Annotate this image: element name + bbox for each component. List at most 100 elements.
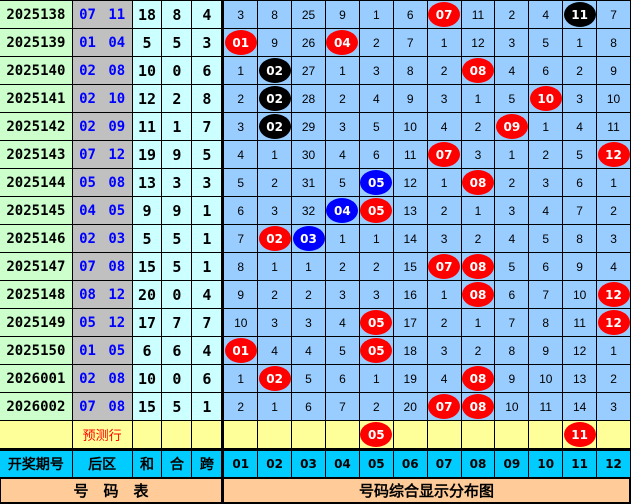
he-cell: 9 bbox=[162, 141, 192, 168]
number-cell: 18 bbox=[393, 337, 427, 364]
rear-zone-cell: 07 08 bbox=[72, 393, 132, 420]
number-cell: 6 bbox=[224, 197, 258, 224]
number-cell: 6 bbox=[292, 393, 325, 420]
ball-red: 12 bbox=[597, 310, 630, 335]
divider bbox=[222, 113, 225, 141]
number-cell: 01 bbox=[224, 337, 258, 364]
period-cell: 2025148 bbox=[0, 281, 72, 308]
period-cell bbox=[0, 421, 72, 448]
number-cell bbox=[393, 421, 427, 448]
header-number: 04 bbox=[325, 451, 359, 477]
number-cell: 12 bbox=[597, 309, 630, 336]
period-cell: 2025141 bbox=[0, 85, 72, 112]
he-cell: 0 bbox=[162, 57, 192, 84]
ball-red: 11 bbox=[563, 422, 596, 447]
number-cell: 08 bbox=[461, 253, 495, 280]
ball-red: 08 bbox=[461, 58, 494, 83]
he-cell: 5 bbox=[162, 29, 192, 56]
number-cell: 1 bbox=[427, 281, 461, 308]
span-cell: 6 bbox=[192, 365, 222, 392]
number-cell: 12 bbox=[461, 29, 495, 56]
number-cell: 2 bbox=[325, 253, 359, 280]
sum-cell: 20 bbox=[132, 281, 162, 308]
rear-zone-cell: 05 12 bbox=[72, 309, 132, 336]
rear-zone-cell: 01 04 bbox=[72, 29, 132, 56]
number-cell: 4 bbox=[597, 253, 630, 280]
number-cell: 12 bbox=[393, 169, 427, 196]
sum-cell bbox=[132, 421, 162, 448]
header-number: 05 bbox=[359, 451, 393, 477]
span-cell: 1 bbox=[192, 393, 222, 420]
number-cell: 13 bbox=[393, 197, 427, 224]
number-cell: 07 bbox=[427, 393, 461, 420]
number-cell bbox=[597, 421, 630, 448]
period-cell: 2025145 bbox=[0, 197, 72, 224]
span-cell: 7 bbox=[192, 309, 222, 336]
number-cell: 3 bbox=[359, 281, 393, 308]
number-cell: 25 bbox=[292, 1, 325, 28]
ball-red: 08 bbox=[461, 170, 494, 195]
he-cell: 8 bbox=[162, 1, 192, 28]
period-cell: 2026001 bbox=[0, 365, 72, 392]
number-cell: 3 bbox=[359, 57, 393, 84]
sum-cell: 18 bbox=[132, 1, 162, 28]
number-cell: 8 bbox=[597, 29, 630, 56]
divider bbox=[222, 1, 225, 29]
number-cell: 2 bbox=[495, 169, 529, 196]
number-cell: 01 bbox=[224, 29, 258, 56]
number-cell: 8 bbox=[563, 225, 597, 252]
he-cell: 2 bbox=[162, 85, 192, 112]
number-cell: 3 bbox=[461, 141, 495, 168]
table-row: 2025148 08 12 20 0 4 9 2 2 3 3 16 1 08 6 7 10 12 bbox=[0, 281, 631, 309]
ball-black: 02 bbox=[258, 114, 291, 139]
table-row: 2025145 04 05 9 9 1 6 3 32 04 05 13 2 1 3 4 7 2 bbox=[0, 197, 631, 225]
number-cell: 1 bbox=[427, 29, 461, 56]
divider bbox=[222, 85, 225, 113]
divider bbox=[222, 57, 225, 85]
number-cell: 2 bbox=[292, 281, 325, 308]
number-cell: 7 bbox=[597, 1, 630, 28]
ball-red: 08 bbox=[461, 366, 494, 391]
divider bbox=[222, 197, 225, 225]
number-cell: 29 bbox=[292, 113, 325, 140]
number-cell: 3 bbox=[224, 113, 258, 140]
number-cell: 2 bbox=[461, 337, 495, 364]
number-cell: 1 bbox=[292, 253, 325, 280]
number-cell: 5 bbox=[529, 29, 563, 56]
he-cell: 6 bbox=[162, 337, 192, 364]
header-row: 开奖期号 后区和合跨 01 02 03 04 05 06 07 08 09 10 11 12 bbox=[0, 451, 631, 479]
number-cell: 8 bbox=[393, 57, 427, 84]
number-cell: 04 bbox=[325, 197, 359, 224]
number-cell: 9 bbox=[563, 253, 597, 280]
number-cell: 02 bbox=[258, 225, 292, 252]
number-cell: 1 bbox=[563, 29, 597, 56]
rear-zone-cell: 07 08 bbox=[72, 253, 132, 280]
number-cell: 2 bbox=[495, 1, 529, 28]
he-cell: 1 bbox=[162, 113, 192, 140]
period-cell: 2025139 bbox=[0, 29, 72, 56]
header-rear: 后区 bbox=[72, 451, 132, 477]
number-cell: 8 bbox=[224, 253, 258, 280]
number-cell: 3 bbox=[224, 1, 258, 28]
number-cell: 10 bbox=[224, 309, 258, 336]
table-row: 2025150 01 05 6 6 4 01 4 4 5 05 18 3 2 8 9 12 1 bbox=[0, 337, 631, 365]
rear-zone-cell: 02 03 bbox=[72, 225, 132, 252]
span-cell: 3 bbox=[192, 29, 222, 56]
number-cell: 3 bbox=[529, 169, 563, 196]
number-cell: 5 bbox=[529, 225, 563, 252]
period-cell: 2025142 bbox=[0, 113, 72, 140]
header-number: 06 bbox=[393, 451, 427, 477]
sum-cell: 15 bbox=[132, 253, 162, 280]
number-cell: 2 bbox=[427, 309, 461, 336]
prediction-label: 预测行 bbox=[72, 421, 132, 448]
number-cell: 04 bbox=[325, 29, 359, 56]
number-cell: 7 bbox=[529, 281, 563, 308]
divider bbox=[222, 169, 225, 197]
he-cell: 5 bbox=[162, 253, 192, 280]
number-cell: 08 bbox=[461, 393, 495, 420]
number-cell: 5 bbox=[495, 85, 529, 112]
number-cell: 1 bbox=[359, 225, 393, 252]
number-cell: 7 bbox=[224, 225, 258, 252]
header-number: 02 bbox=[258, 451, 292, 477]
number-cell: 03 bbox=[292, 225, 325, 252]
